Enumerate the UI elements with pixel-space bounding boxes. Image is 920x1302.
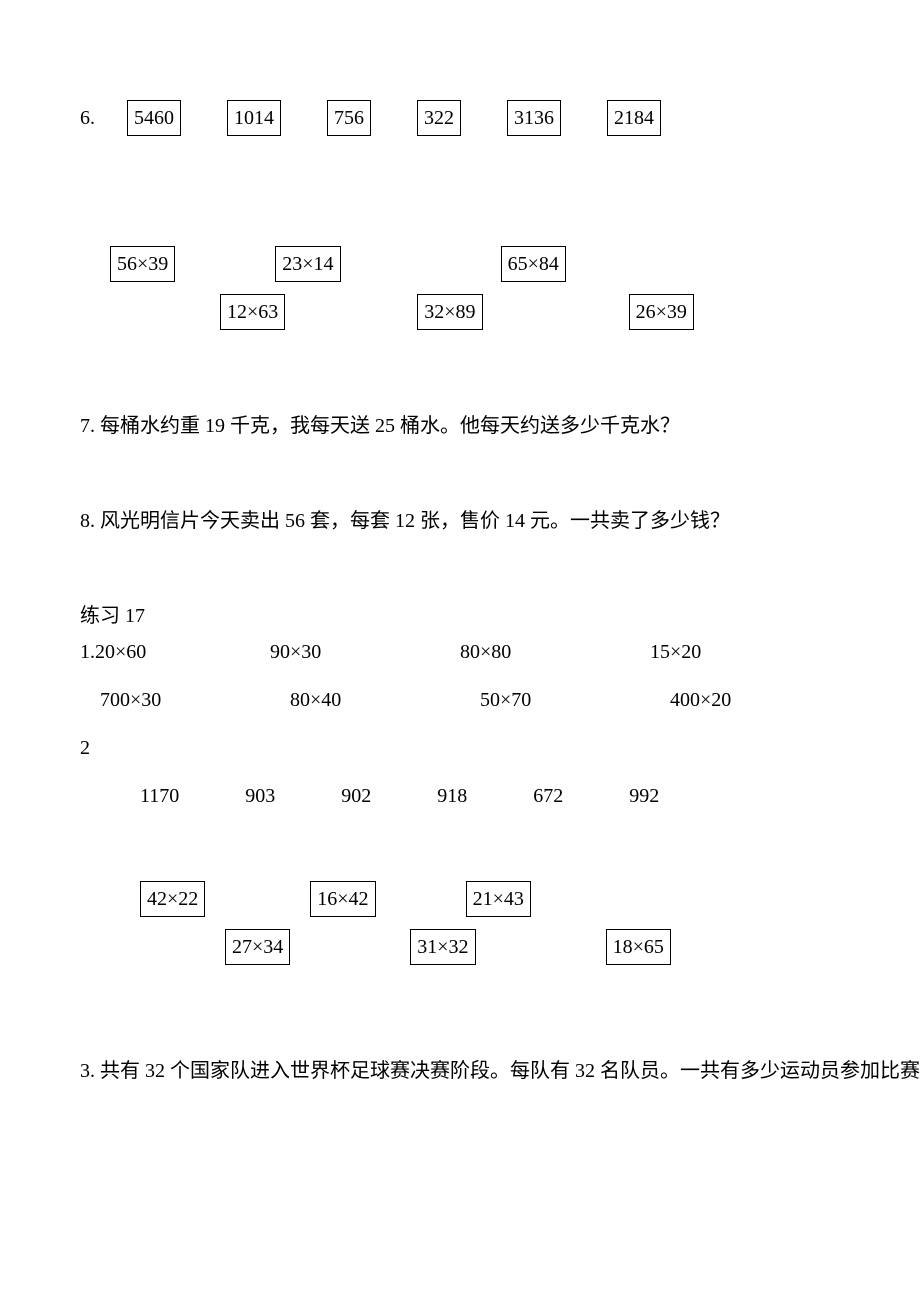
ex17-expr-r1-1: 16×42 [310, 881, 375, 917]
ex17-q1-r1-2: 80×80 [460, 637, 650, 667]
ex17-q2-numbers: 1170 903 902 918 672 992 [140, 781, 920, 811]
ex17-q1-r2-1: 80×40 [290, 685, 480, 715]
ex17-expr-r2-1: 31×32 [410, 929, 475, 965]
ex17-q3: 3. 共有 32 个国家队进入世界杯足球赛决赛阶段。每队有 32 名队员。一共有… [80, 1051, 920, 1091]
ex17-q1-r1-1: 90×30 [270, 637, 460, 667]
q8-text: 8. 风光明信片今天卖出 56 套，每套 12 张，售价 14 元。一共卖了多少… [80, 501, 920, 541]
q6-expr-r1-1: 23×14 [275, 246, 340, 282]
ex17-num-0: 1170 [140, 781, 179, 811]
ex17-q1-row1: 1.20×60 90×30 80×80 15×20 [80, 637, 920, 667]
ex17-q1-r2-3: 400×20 [670, 685, 860, 715]
q6-ans-3: 322 [417, 100, 461, 136]
q6-ans-5: 2184 [607, 100, 661, 136]
q7-text: 7. 每桶水约重 19 千克，我每天送 25 桶水。他每天约送多少千克水？ [80, 406, 920, 446]
q6-ans-0: 5460 [127, 100, 181, 136]
ex17-q1-r1-3: 15×20 [650, 637, 840, 667]
ex17-q1-label: 1. [80, 641, 95, 663]
ex17-num-1: 903 [245, 781, 275, 811]
ex17-q1-r2-0: 700×30 [100, 685, 290, 715]
q6-match-row2: 12×63 32×89 26×39 [220, 294, 694, 330]
ex17-q1-label-cell: 1.20×60 [80, 637, 270, 667]
q6-expr-r2-1: 32×89 [417, 294, 482, 330]
ex17-expr-r1-0: 42×22 [140, 881, 205, 917]
ex17-title: 练习 17 [80, 601, 920, 631]
ex17-num-3: 918 [437, 781, 467, 811]
ex17-q2-match: 42×22 16×42 21×43 27×34 31×32 18×65 [140, 881, 920, 981]
q6-ans-2: 756 [327, 100, 371, 136]
q6-expr-r2-0: 12×63 [220, 294, 285, 330]
ex17-num-5: 992 [629, 781, 659, 811]
q6-match-row1: 56×39 23×14 65×84 [110, 246, 566, 282]
q6-ans-1: 1014 [227, 100, 281, 136]
ex17-q1-r2-2: 50×70 [480, 685, 670, 715]
ex17-expr-r2-0: 27×34 [225, 929, 290, 965]
ex17-match-row1: 42×22 16×42 21×43 [140, 881, 531, 917]
ex17-num-4: 672 [533, 781, 563, 811]
ex17-q1-row2: 700×30 80×40 50×70 400×20 [80, 685, 920, 715]
ex17-q1: 1.20×60 90×30 80×80 15×20 700×30 80×40 5… [80, 637, 920, 715]
ex17-num-2: 902 [341, 781, 371, 811]
ex17-q1-r1-0: 20×60 [95, 641, 146, 663]
q6-label: 6. [80, 103, 95, 133]
ex17-q2-label: 2 [80, 733, 920, 763]
q6-expr-r1-0: 56×39 [110, 246, 175, 282]
q6-line: 6. 5460 1014 756 322 3136 2184 [80, 100, 920, 136]
q6-top-boxes: 5460 1014 756 322 3136 2184 [127, 100, 661, 136]
q6-expr-r2-2: 26×39 [629, 294, 694, 330]
q6-expr-r1-2: 65×84 [501, 246, 566, 282]
ex17-expr-r1-2: 21×43 [466, 881, 531, 917]
q6-ans-4: 3136 [507, 100, 561, 136]
ex17-match-row2: 27×34 31×32 18×65 [225, 929, 671, 965]
ex17-expr-r2-2: 18×65 [606, 929, 671, 965]
q6-match-area: 56×39 23×14 65×84 12×63 32×89 26×39 [110, 246, 920, 336]
